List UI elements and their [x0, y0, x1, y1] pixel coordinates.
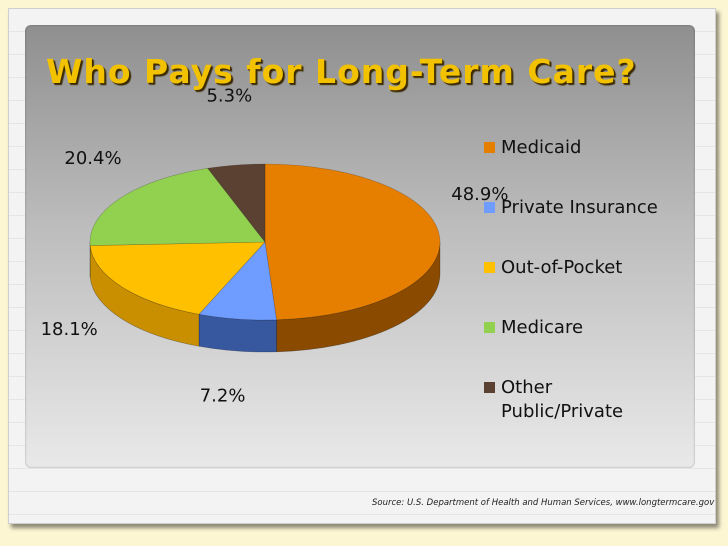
- pie-slice-other-public-private: [207, 163, 266, 243]
- pie-tops: [89, 163, 441, 321]
- value-label-medicare: 20.4%: [64, 148, 121, 169]
- slide-title: Who Pays for Long-Term Care?: [46, 52, 637, 91]
- legend-swatch-private-insurance: [484, 202, 495, 213]
- value-label-out-of-pocket: 18.1%: [41, 319, 98, 340]
- legend: Medicaid Private Insurance Out-of-Pocket Me…: [484, 137, 658, 422]
- source-note: Source: U.S. Department of Health and Hu…: [372, 498, 715, 508]
- legend-label-private-insurance: Private Insurance: [501, 197, 658, 218]
- legend-label-other-public-private-line-1: Other: [501, 377, 553, 398]
- legend-swatch-medicare: [484, 322, 495, 333]
- value-label-other-public-private: 5.3%: [206, 86, 252, 107]
- legend-label-medicare: Medicare: [501, 317, 583, 338]
- pie-value-labels: 48.9% 7.2% 18.1% 20.4% 5.3%: [41, 86, 509, 407]
- legend-label-medicaid: Medicaid: [501, 137, 581, 158]
- value-label-private-insurance: 7.2%: [200, 386, 246, 407]
- legend-swatch-other-public-private: [484, 382, 495, 393]
- legend-label-out-of-pocket: Out-of-Pocket: [501, 257, 622, 278]
- value-label-medicaid: 48.9%: [451, 184, 508, 205]
- pie-slice-medicare: [89, 167, 266, 246]
- legend-swatch-out-of-pocket: [484, 262, 495, 273]
- pie-slice-out-of-pocket: [89, 241, 266, 315]
- legend-label-other-public-private-line-2: Public/Private: [501, 401, 623, 422]
- legend-swatch-medicaid: [484, 142, 495, 153]
- pie-chart: 48.9% 7.2% 18.1% 20.4% 5.3% Medicaid Private …: [41, 86, 658, 422]
- pie-slice-medicaid: [264, 163, 441, 321]
- pie-slice-private-insurance: [198, 241, 277, 321]
